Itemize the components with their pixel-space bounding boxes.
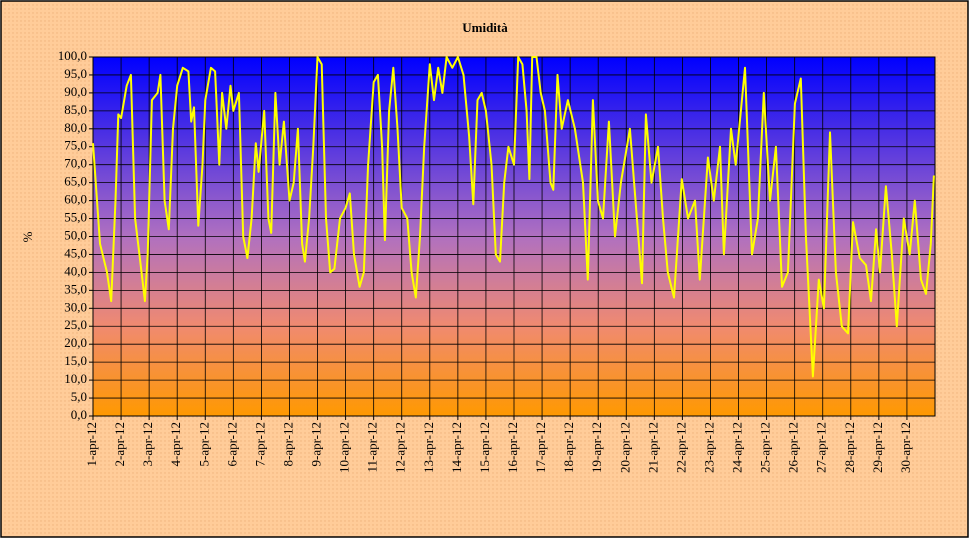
y-axis-label: %	[20, 231, 35, 242]
y-tick-label: 95,0	[64, 66, 87, 81]
y-tick-label: 10,0	[64, 371, 87, 386]
x-tick-label: 6-apr-12	[224, 422, 239, 467]
y-tick-label: 65,0	[64, 174, 87, 189]
x-tick-label: 28-apr-12	[842, 422, 857, 473]
x-tick-label: 20-apr-12	[617, 422, 632, 473]
x-tick-label: 8-apr-12	[280, 422, 295, 467]
y-tick-label: 0,0	[71, 407, 87, 422]
y-tick-label: 15,0	[64, 353, 87, 368]
y-tick-label: 40,0	[64, 263, 87, 278]
x-tick-label: 13-apr-12	[421, 422, 436, 473]
y-tick-label: 25,0	[64, 317, 87, 332]
y-tick-label: 90,0	[64, 84, 87, 99]
x-tick-label: 2-apr-12	[112, 422, 127, 467]
chart-title: Umidità	[462, 20, 508, 35]
x-tick-label: 30-apr-12	[898, 422, 913, 473]
y-tick-label: 30,0	[64, 299, 87, 314]
y-tick-label: 35,0	[64, 281, 87, 296]
y-tick-label: 100,0	[58, 48, 87, 63]
y-tick-label: 80,0	[64, 120, 87, 135]
x-tick-label: 17-apr-12	[533, 422, 548, 473]
y-tick-label: 55,0	[64, 210, 87, 225]
y-tick-label: 20,0	[64, 335, 87, 350]
x-tick-label: 5-apr-12	[196, 422, 211, 467]
y-tick-label: 85,0	[64, 102, 87, 117]
x-tick-label: 7-apr-12	[252, 422, 267, 467]
y-tick-label: 70,0	[64, 156, 87, 171]
y-tick-label: 75,0	[64, 138, 87, 153]
x-tick-label: 10-apr-12	[337, 422, 352, 473]
x-tick-label: 3-apr-12	[140, 422, 155, 467]
y-tick-label: 5,0	[71, 389, 87, 404]
x-tick-label: 23-apr-12	[701, 422, 716, 473]
x-tick-label: 19-apr-12	[589, 422, 604, 473]
y-tick-label: 45,0	[64, 245, 87, 260]
x-tick-label: 1-apr-12	[84, 422, 99, 467]
x-tick-label: 15-apr-12	[477, 422, 492, 473]
x-tick-label: 26-apr-12	[786, 422, 801, 473]
x-tick-label: 24-apr-12	[730, 422, 745, 473]
y-tick-label: 50,0	[64, 227, 87, 242]
x-tick-label: 22-apr-12	[673, 422, 688, 473]
x-tick-label: 27-apr-12	[814, 422, 829, 473]
x-tick-label: 21-apr-12	[645, 422, 660, 473]
x-tick-label: 16-apr-12	[505, 422, 520, 473]
x-tick-label: 12-apr-12	[393, 422, 408, 473]
x-tick-label: 18-apr-12	[561, 422, 576, 473]
plot-border	[92, 56, 936, 417]
data-line	[92, 56, 935, 378]
x-tick-label: 11-apr-12	[365, 422, 380, 473]
y-tick-label: 60,0	[64, 192, 87, 207]
x-tick-label: 14-apr-12	[449, 422, 464, 473]
x-tick-label: 9-apr-12	[309, 422, 324, 467]
x-tick-label: 29-apr-12	[870, 422, 885, 473]
x-tick-label: 25-apr-12	[758, 422, 773, 473]
x-tick-label: 4-apr-12	[168, 422, 183, 467]
